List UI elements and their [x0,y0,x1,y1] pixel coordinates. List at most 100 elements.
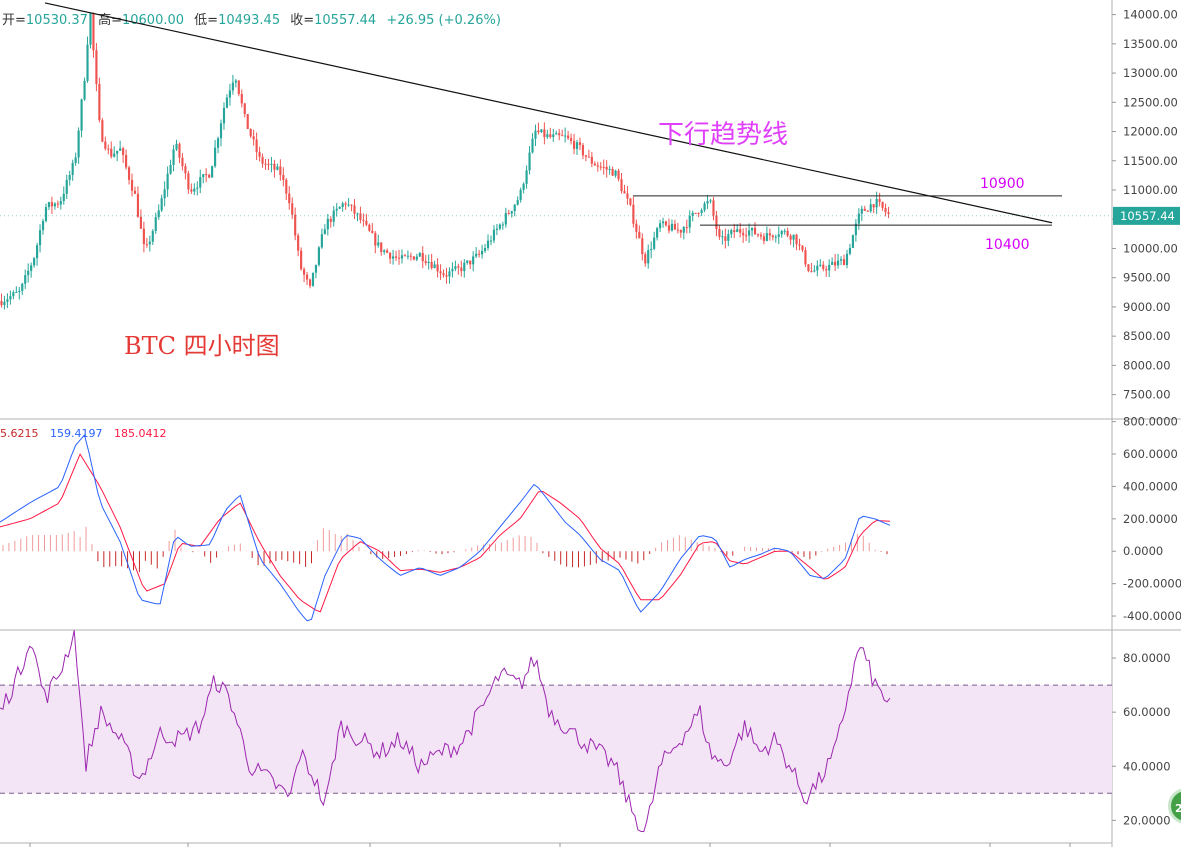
candle-body [451,268,454,272]
macd-axis-tick-label: 800.0000 [1123,415,1178,429]
high-label: 高= [98,13,122,28]
candle-body [341,203,344,207]
candle-body [650,248,653,251]
candle-body [513,204,516,212]
candle-body [308,279,312,286]
candle-body [804,250,807,265]
downtrend-line [44,2,1053,224]
candle-body [305,274,309,280]
candle-body [122,148,125,156]
candle-body [828,264,831,271]
macd-signal-value: 185.0412 [114,427,167,440]
candle-body [311,272,315,286]
candle-body [771,235,774,238]
candle-body [430,261,433,268]
candle-body [798,244,801,246]
candle-body [421,253,424,262]
candle-body [107,148,110,150]
open-value: 10530.37 [25,13,88,28]
candle-body [709,200,712,202]
candle-body [578,142,582,145]
candle-body [673,223,676,230]
candle-body [801,245,804,251]
candle-body [608,168,611,170]
candle-body [736,229,739,233]
candle-body [647,250,650,264]
candle-body [211,166,214,178]
candle-body [27,270,30,276]
candle-body [142,228,145,245]
low-value: 10493.45 [218,13,281,28]
candle-body [190,189,193,192]
candle-body [492,229,496,241]
candle-body [602,166,605,168]
candle-body [36,245,39,259]
candle-body [439,271,442,274]
candle-body [412,256,415,260]
candle-body [528,152,531,171]
candle-body [202,174,205,178]
candle-body [866,210,869,212]
candle-body [65,179,68,194]
candle-body [193,188,196,192]
candle-body [750,227,754,231]
candle-body [175,143,178,150]
candle-body [116,150,119,154]
candle-body [860,208,863,214]
candle-body [486,240,490,249]
candle-body [303,269,306,275]
candle-body [730,230,733,235]
candle-body [753,227,757,235]
candle-body [240,94,243,104]
candle-body [86,44,89,81]
candle-body [344,203,347,205]
candle-body [887,212,890,214]
candle-body [104,141,107,149]
candle-body [326,218,329,230]
candle-body [59,201,62,205]
candle-body [56,203,59,205]
candle-body [62,193,65,202]
candle-body [495,228,498,230]
candle-body [184,166,187,174]
candle-body [620,179,623,192]
candle-body [519,189,522,201]
candle-body [813,270,816,272]
candle-body [403,255,407,257]
rsi-axis-tick-label: 40.0000 [1123,759,1171,773]
candle-body [727,234,730,241]
candle-body [584,155,587,157]
candle-body [145,244,148,246]
price-axis-tick-label: 10000.00 [1123,241,1178,255]
candle-body [884,207,887,213]
candle-body [466,260,469,263]
candle-body [617,170,620,180]
candle-body [397,257,401,259]
macd-axis-tick-label: 400.0000 [1123,479,1178,493]
candle-body [483,248,487,251]
candle-body [857,213,860,224]
candle-body [151,230,154,242]
candle-body [163,189,166,199]
candle-body [792,234,795,240]
candle-body [748,230,751,236]
candle-body [323,229,326,235]
candle-body [187,173,190,190]
price-axis-tick-label: 8500.00 [1123,329,1171,343]
candle-body [872,204,875,208]
candle-body [12,292,15,297]
candle-body [878,198,881,203]
candle-body [572,140,576,149]
candle-body [166,173,169,190]
candle-body [834,261,837,266]
candle-body [0,301,3,306]
candle-body [656,228,659,238]
candle-body [881,202,884,208]
candle-body [567,135,570,139]
candle-body [329,218,332,222]
candle-body [300,250,303,270]
candle-body [47,202,51,208]
candle-body [501,224,504,226]
candle-body [718,228,721,237]
